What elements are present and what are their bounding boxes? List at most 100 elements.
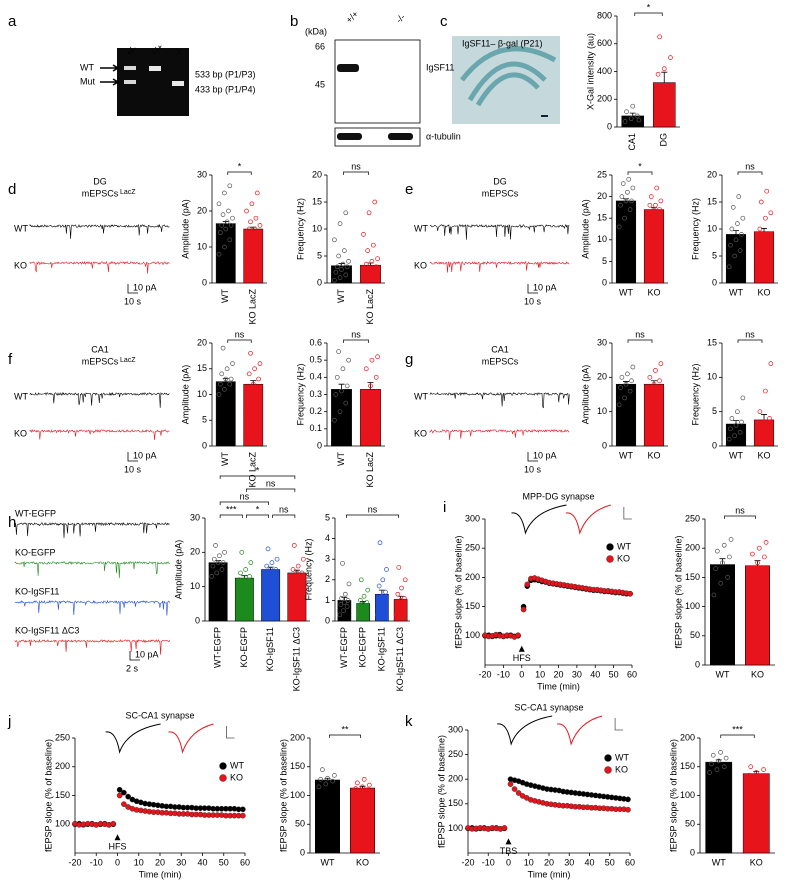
data-point xyxy=(365,787,370,793)
x-tick-label: KO-EGFP xyxy=(239,627,249,668)
y-axis-label: Amplitude (pA) xyxy=(580,365,590,425)
y-tick-label: 600 xyxy=(597,38,612,48)
x-tick-label: 50 xyxy=(605,857,615,867)
scale-label: 10 s xyxy=(124,464,142,474)
trace-row-label: KO xyxy=(414,428,427,438)
bar xyxy=(652,82,676,128)
y-axis-label: X-Gal intensity (au) xyxy=(585,33,595,110)
y-tick-label: 0.2 xyxy=(309,406,322,416)
data-point xyxy=(647,374,653,380)
data-point xyxy=(290,567,296,572)
x-tick-label: 60 xyxy=(625,857,635,867)
y-axis-label: Frequency (Hz) xyxy=(295,363,305,425)
y-axis-label: fEPSP slope (% of baseline) xyxy=(278,739,288,852)
scale-label: 10 pA xyxy=(533,282,557,292)
data-point xyxy=(244,208,249,214)
data-point xyxy=(756,545,762,551)
x-tick-label: 40 xyxy=(197,857,207,867)
data-point xyxy=(333,392,339,397)
data-point xyxy=(618,385,623,390)
data-point xyxy=(257,361,263,366)
data-point xyxy=(619,194,625,199)
panel-letter: b xyxy=(290,13,298,30)
x-tick-label: -20 xyxy=(461,857,474,867)
y-axis-label: Amplitude (pA) xyxy=(180,199,190,259)
trace-row-label: KO-EGFP xyxy=(15,547,56,557)
data-point xyxy=(344,383,350,389)
significance-label: ns xyxy=(351,329,361,339)
data-point xyxy=(501,825,508,831)
y-axis-label: fEPSP slope (% of baseline) xyxy=(43,739,53,852)
data-point xyxy=(269,560,275,565)
bar xyxy=(261,569,281,622)
significance-label: ns xyxy=(266,478,276,488)
data-point xyxy=(375,354,380,360)
significance-bracket xyxy=(227,339,252,343)
error-bar xyxy=(661,71,668,83)
data-point xyxy=(655,71,661,77)
waveform xyxy=(497,715,553,746)
data-point xyxy=(363,606,369,611)
data-point xyxy=(293,580,298,586)
data-point xyxy=(226,208,231,214)
data-point xyxy=(125,793,131,800)
bar xyxy=(615,200,637,284)
data-point xyxy=(759,774,765,780)
data-point xyxy=(213,543,218,548)
y-tick-label: 0 xyxy=(607,121,612,131)
data-point xyxy=(355,780,360,786)
x-tick-label: KO LacZ xyxy=(248,289,258,325)
data-point xyxy=(714,767,720,772)
chart-title: SC-CA1 synapse xyxy=(125,710,194,720)
x-tick-label: KO LacZ xyxy=(248,452,258,488)
y-tick-label: 25 xyxy=(597,169,607,179)
x-tick-label: KO xyxy=(751,669,764,679)
data-point xyxy=(254,241,260,246)
data-point xyxy=(339,267,344,272)
data-point xyxy=(723,755,729,761)
data-point xyxy=(740,215,746,221)
data-point xyxy=(289,574,295,579)
y-tick-label: 30 xyxy=(197,169,207,179)
y-tick-label: 150 xyxy=(290,761,305,771)
significance-bracket xyxy=(627,171,653,175)
x-tick-label: KO-IgSF11 xyxy=(265,627,275,671)
data-point xyxy=(625,796,631,803)
trace-row-label: KO-IgSF11 xyxy=(15,586,59,596)
trace xyxy=(14,638,170,655)
data-point xyxy=(358,790,364,795)
y-tick-label: 10 xyxy=(707,223,717,233)
y-tick-label: 15 xyxy=(707,337,717,347)
y-tick-label: 20 xyxy=(597,191,607,201)
data-point xyxy=(300,556,306,562)
x-axis-label: Time (min) xyxy=(139,869,182,879)
data-point xyxy=(363,366,369,372)
trace xyxy=(429,261,570,273)
data-point xyxy=(372,199,378,205)
data-point xyxy=(718,580,724,586)
trace xyxy=(14,522,170,539)
data-point xyxy=(218,381,223,387)
legend-label: KO xyxy=(617,553,630,563)
data-point xyxy=(646,211,651,217)
bar xyxy=(215,381,236,447)
data-point xyxy=(756,423,761,428)
y-tick-label: 10 xyxy=(312,223,322,233)
error-bar xyxy=(338,383,345,390)
data-point xyxy=(361,232,366,237)
blot-protein: IgSF11 xyxy=(426,62,454,72)
y-tick-label: 5 xyxy=(712,250,717,260)
data-point xyxy=(726,264,732,270)
data-point xyxy=(238,570,243,576)
data-point xyxy=(728,426,733,432)
trace-title-sup: LacZ xyxy=(120,189,136,196)
data-point xyxy=(261,580,267,586)
y-tick-label: 20 xyxy=(597,372,607,382)
data-point xyxy=(374,612,380,618)
panel-letter: h xyxy=(8,514,16,531)
data-point xyxy=(511,786,518,792)
significance-bracket xyxy=(272,514,296,518)
data-point xyxy=(252,226,257,232)
x-tick-label: WT xyxy=(336,289,346,303)
